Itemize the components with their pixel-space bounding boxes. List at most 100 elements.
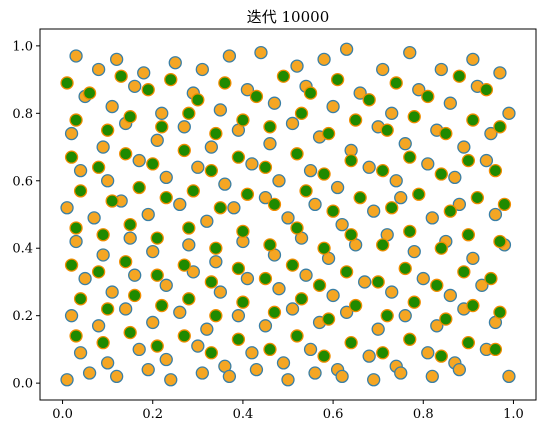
x-tick-label: 0.8 <box>413 407 434 422</box>
scatter-point-series0-58 <box>362 160 376 174</box>
x-tick-label: 0.2 <box>142 407 163 422</box>
scatter-point-series0-91 <box>407 244 421 259</box>
scatter-point-series1-36 <box>177 143 191 158</box>
scatter-point-series0-55 <box>272 174 286 188</box>
scatter-point-series0-13 <box>434 62 448 77</box>
scatter-point-series0-104 <box>326 288 340 303</box>
scatter-point-series1-117 <box>204 346 219 360</box>
scatter-point-series1-67 <box>150 231 164 245</box>
scatter-point-series1-76 <box>403 224 417 239</box>
scatter-point-series1-115 <box>150 339 164 353</box>
scatter-point-series0-6 <box>222 49 237 63</box>
scatter-point-series1-104 <box>294 292 309 306</box>
scatter-point-series1-47 <box>488 163 503 178</box>
scatter-point-series1-114 <box>123 325 137 340</box>
scatter-point-series1-83 <box>150 268 164 282</box>
scatter-point-series1-3 <box>141 83 155 97</box>
scatter-point-series1-20 <box>182 106 196 120</box>
scatter-point-series1-0 <box>60 76 74 90</box>
scatter-point-series0-46 <box>457 140 471 154</box>
scatter-point-series1-43 <box>376 163 390 178</box>
scatter-point-series1-53 <box>213 201 228 215</box>
scatter-point-series0-122 <box>398 309 412 323</box>
scatter-point-series1-94 <box>457 265 471 279</box>
scatter-point-series1-73 <box>317 241 331 255</box>
scatter-point-series1-107 <box>380 309 394 323</box>
scatter-point-series1-7 <box>249 89 264 104</box>
scatter-point-series1-13 <box>421 89 435 104</box>
scatter-point-series1-124 <box>403 332 417 346</box>
scatter-point-series0-113 <box>146 315 160 330</box>
scatter-point-series0-19 <box>155 106 169 120</box>
scatter-point-series1-108 <box>407 295 421 309</box>
chart-title: 迭代 10000 <box>247 8 330 26</box>
scatter-point-series0-15 <box>493 66 507 80</box>
scatter-point-series0-103 <box>299 268 313 282</box>
scatter-point-series0-40 <box>285 116 300 131</box>
scatter-point-series1-4 <box>164 72 178 87</box>
scatter-point-series1-71 <box>263 238 277 252</box>
scatter-point-series0-147 <box>222 369 237 384</box>
scatter-point-series1-42 <box>344 153 358 168</box>
scatter-point-series0-120 <box>339 305 354 319</box>
scatter-point-series0-50 <box>132 153 146 168</box>
scatter-point-series0-78 <box>488 207 503 222</box>
scatter-point-series1-26 <box>348 113 363 127</box>
ticks-layer: 0.0 0.2 0.4 0.6 0.8 1.0 0.0 0.2 0.4 0.6 0.8 1.0 <box>12 39 523 422</box>
scatter-point-series1-16 <box>69 113 83 127</box>
scatter-point-series0-154 <box>425 369 439 384</box>
scatter-point-series0-111 <box>91 319 106 333</box>
scatter-point-series0-26 <box>353 86 367 100</box>
scatter-point-series0-153 <box>394 366 408 380</box>
scatter-point-series0-27 <box>385 106 399 120</box>
scatter-point-series0-63 <box>60 201 74 215</box>
scatter-point-series1-120 <box>290 329 304 343</box>
scatter-point-series0-142 <box>82 366 97 380</box>
scatter-point-series1-82 <box>119 255 133 269</box>
scatter-point-series1-61 <box>443 204 457 218</box>
scatter-point-series1-38 <box>231 150 246 164</box>
scatter-point-series1-81 <box>91 265 106 279</box>
scatter-point-series0-28 <box>412 83 426 97</box>
scatter-point-series0-96 <box>105 285 119 299</box>
scatter-point-series0-61 <box>448 170 462 185</box>
scatter-point-series0-2 <box>110 52 124 66</box>
scatter-point-series0-72 <box>308 197 322 212</box>
scatter-point-series1-2 <box>114 69 128 83</box>
scatter-point-series0-112 <box>119 302 133 316</box>
scatter-point-series1-66 <box>123 217 137 232</box>
scatter-point-series1-52 <box>186 184 200 198</box>
scatter-point-series1-79 <box>493 234 507 249</box>
scatter-point-series0-77 <box>452 197 467 212</box>
scatter-point-series1-44 <box>403 150 417 164</box>
scatter-point-series1-109 <box>439 312 453 326</box>
scatter-point-series1-69 <box>209 241 223 255</box>
scatter-point-series1-101 <box>209 309 223 323</box>
scatter-point-series0-76 <box>425 211 439 225</box>
y-tick-label: 0.8 <box>12 107 33 122</box>
scatter-point-series1-112 <box>69 329 83 343</box>
scatter-point-series1-41 <box>317 167 331 181</box>
y-tick-label: 0.6 <box>12 174 33 189</box>
scatter-point-series0-128 <box>132 342 146 357</box>
scatter-point-series0-53 <box>218 177 232 191</box>
scatter-point-series1-97 <box>100 302 115 316</box>
scatter-point-series0-151 <box>335 369 349 384</box>
scatter-point-series1-88 <box>285 258 300 272</box>
scatter-point-series0-145 <box>164 373 178 387</box>
scatter-point-series0-35 <box>150 133 164 147</box>
scatter-point-series0-4 <box>168 56 182 70</box>
scatter-point-series1-119 <box>263 342 277 357</box>
scatter-point-series1-9 <box>303 86 318 100</box>
scatter-point-series1-11 <box>362 93 376 107</box>
scatter-point-series0-31 <box>502 106 516 120</box>
scatter-point-series1-127 <box>488 342 503 357</box>
scatter-point-series0-23 <box>267 96 282 110</box>
scatter-point-series0-148 <box>249 362 264 377</box>
scatter-point-series1-10 <box>330 72 345 87</box>
scatter-point-series1-12 <box>389 76 403 90</box>
scatter-point-series0-79 <box>69 234 83 249</box>
y-tick-label: 1.0 <box>12 39 33 54</box>
scatter-point-series1-126 <box>461 336 476 350</box>
scatter-point-series0-49 <box>100 174 115 188</box>
